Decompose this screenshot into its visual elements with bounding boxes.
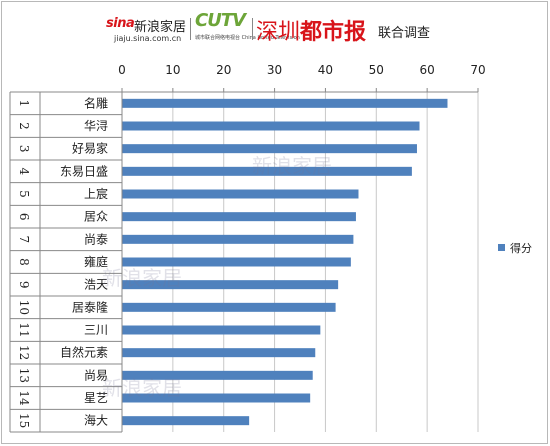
x-tick-label: 60 bbox=[420, 63, 435, 77]
paper-name-part2: 都市报 bbox=[300, 20, 367, 45]
rank-label: 1 bbox=[17, 100, 31, 108]
logo-separator bbox=[252, 18, 253, 40]
legend-label: 得分 bbox=[510, 242, 532, 255]
category-label: 自然元素 bbox=[60, 345, 108, 360]
category-label: 居众 bbox=[84, 210, 108, 224]
bar bbox=[122, 280, 339, 290]
header-logos: sina 新浪家居 jiaju.sina.com.cn CUTV 城市联合网络电… bbox=[0, 0, 550, 60]
rank-label: 7 bbox=[17, 236, 31, 244]
cutv-name: CUTV bbox=[195, 10, 246, 31]
shenzhen-metro-daily-logo: 深圳都市报 bbox=[256, 14, 366, 46]
bar bbox=[122, 98, 448, 108]
x-axis-ticks: 0 10 20 30 40 50 60 70 bbox=[118, 63, 486, 92]
x-tick-label: 0 bbox=[118, 63, 126, 77]
axes bbox=[9, 91, 478, 432]
rank-label: 15 bbox=[17, 413, 31, 428]
category-label: 尚泰 bbox=[84, 232, 108, 246]
bar bbox=[122, 348, 316, 358]
paper-name-part1: 深圳 bbox=[256, 20, 301, 45]
category-label: 好易家 bbox=[72, 141, 108, 156]
sina-url: jiaju.sina.com.cn bbox=[114, 34, 182, 43]
rank-label: 3 bbox=[17, 145, 31, 153]
category-label: 海大 bbox=[84, 413, 108, 428]
category-label: 东易日盛 bbox=[60, 163, 108, 178]
bar bbox=[122, 393, 311, 403]
rank-label: 6 bbox=[17, 213, 31, 221]
sina-brand: sina bbox=[106, 16, 135, 31]
rank-label: 13 bbox=[17, 368, 31, 383]
x-tick-label: 50 bbox=[369, 63, 384, 77]
x-tick-label: 30 bbox=[267, 63, 282, 77]
bar bbox=[122, 144, 417, 154]
bar bbox=[122, 212, 356, 222]
category-label: 尚易 bbox=[84, 368, 108, 382]
rank-label: 2 bbox=[17, 122, 31, 130]
rank-label: 5 bbox=[17, 190, 31, 198]
bar bbox=[122, 325, 321, 335]
bar bbox=[122, 121, 420, 131]
category-label: 星艺 bbox=[84, 391, 108, 405]
category-label: 浩天 bbox=[84, 278, 108, 292]
bar bbox=[122, 302, 336, 312]
bar bbox=[122, 257, 351, 267]
x-tick-label: 70 bbox=[470, 63, 485, 77]
x-tick-label: 40 bbox=[318, 63, 333, 77]
category-label: 雍庭 bbox=[84, 254, 108, 269]
bar bbox=[122, 370, 313, 380]
logo-separator bbox=[190, 18, 191, 40]
category-label: 名雕 bbox=[84, 95, 108, 110]
bar bbox=[122, 189, 359, 199]
rank-label: 8 bbox=[17, 258, 31, 266]
rank-label: 12 bbox=[17, 345, 31, 360]
sina-logo: sina 新浪家居 jiaju.sina.com.cn bbox=[104, 12, 186, 48]
category-label: 上宸 bbox=[84, 186, 108, 201]
cutv-logo: CUTV 城市联合网络电视台 China United Television bbox=[195, 10, 300, 48]
joint-survey-label: 联合调查 bbox=[378, 26, 431, 41]
legend: 得分 bbox=[498, 242, 532, 255]
x-tick-label: 20 bbox=[216, 63, 231, 77]
bars bbox=[122, 98, 448, 426]
category-label: 三川 bbox=[84, 323, 108, 337]
rank-label: 11 bbox=[17, 322, 31, 337]
rank-label: 9 bbox=[17, 281, 31, 289]
cutv-subtitle: 城市联合网络电视台 China United Television bbox=[195, 35, 300, 41]
category-label: 华浔 bbox=[84, 119, 108, 133]
bar bbox=[122, 234, 354, 244]
category-label: 居泰隆 bbox=[72, 299, 108, 314]
bar bbox=[122, 416, 250, 426]
sina-name: 新浪家居 bbox=[134, 20, 187, 35]
rank-label: 4 bbox=[17, 168, 31, 176]
bar bbox=[122, 166, 412, 176]
x-tick-label: 10 bbox=[165, 63, 180, 77]
rank-label: 14 bbox=[17, 390, 31, 406]
category-rows: 1 名雕 2 华浔 3 好易家 4 东易日盛 5 上宸 6 居众 7 尚泰 8 雍庭 9 浩天 10 居泰隆 11 三川 1… bbox=[10, 91, 122, 433]
legend-swatch bbox=[498, 244, 505, 251]
rank-label: 10 bbox=[17, 300, 31, 315]
